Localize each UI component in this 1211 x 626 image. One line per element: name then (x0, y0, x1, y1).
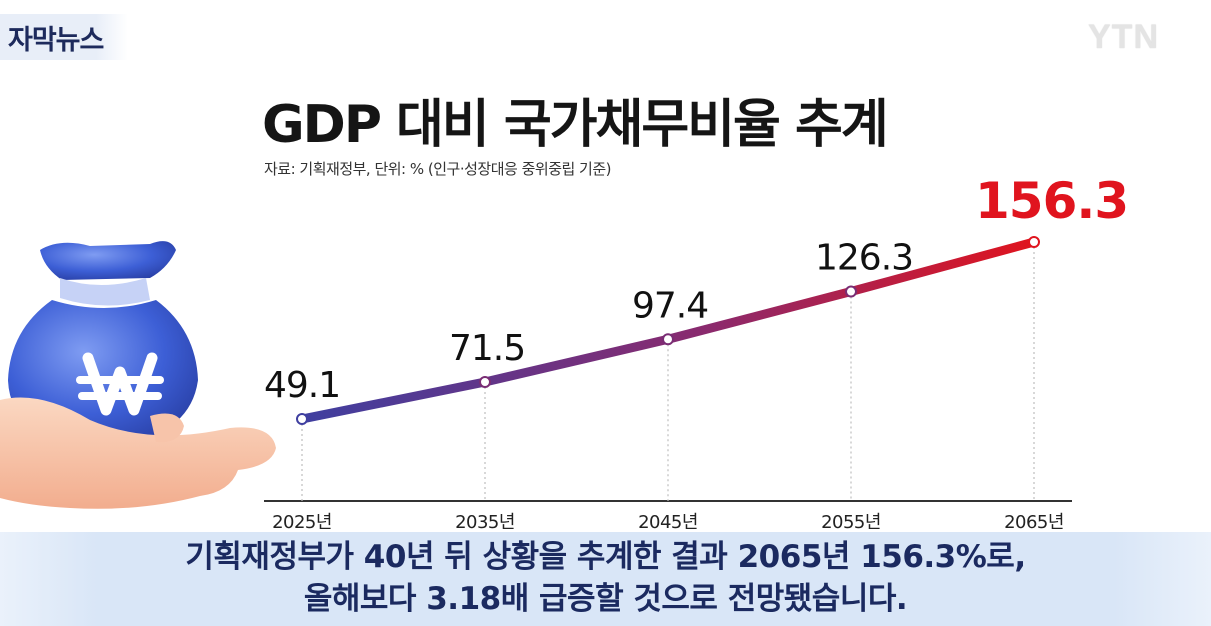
x-tick-label: 2045년 (638, 512, 698, 533)
data-point (1028, 236, 1040, 248)
hand-icon (0, 397, 276, 509)
money-bag-illustration (0, 241, 276, 509)
x-tick-label: 2035년 (455, 512, 515, 533)
caption-bar: 기획재정부가 40년 뒤 상황을 추계한 결과 2065년 156.3%로, 올… (0, 532, 1211, 626)
x-tick-label: 2065년 (1004, 512, 1064, 533)
value-label: 71.5 (449, 328, 525, 369)
news-tag-label: 자막뉴스 (8, 24, 104, 56)
value-label: 97.4 (632, 285, 708, 326)
data-point (296, 413, 308, 425)
value-label: 126.3 (815, 238, 913, 279)
data-point (845, 285, 857, 298)
chart-subtitle: 자료: 기획재정부, 단위: % (인구·성장대응 중위중립 기준) (264, 160, 612, 178)
x-tick-label: 2055년 (821, 512, 881, 533)
value-label: 156.3 (975, 172, 1128, 230)
news-tag: 자막뉴스 (0, 14, 128, 60)
caption-line-2: 올해보다 3.18배 급증할 것으로 전망됐습니다. (303, 581, 908, 617)
chart-title: GDP 대비 국가채무비율 추계 (262, 95, 889, 155)
value-label: 49.1 (264, 365, 340, 406)
series-line (297, 237, 1039, 424)
ytn-logo: YTN (1088, 18, 1159, 56)
data-point (479, 376, 491, 389)
x-tick-label: 2025년 (272, 512, 332, 533)
caption-line-1: 기획재정부가 40년 뒤 상황을 추계한 결과 2065년 156.3%로, (185, 539, 1026, 575)
won-sign-icon (76, 352, 164, 416)
data-point (662, 333, 674, 346)
